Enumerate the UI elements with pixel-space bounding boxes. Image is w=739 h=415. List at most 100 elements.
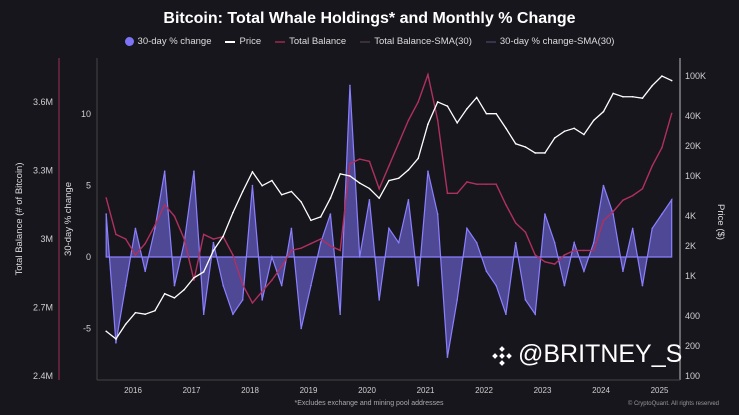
price-point: [319, 216, 322, 218]
watermark-text: @BRITNEY_S: [518, 340, 683, 368]
pct-change-point: [534, 313, 536, 316]
price-point: [193, 276, 195, 279]
total-balance-point: [232, 254, 234, 256]
total-balance-point: [397, 142, 400, 144]
total-balance-point: [446, 192, 449, 195]
price-point: [417, 157, 419, 160]
total-balance-point: [378, 187, 380, 190]
pct-change-point: [563, 284, 566, 287]
total-balance-point: [261, 290, 263, 293]
pct-change-point: [417, 284, 419, 287]
price-point: [388, 179, 390, 182]
price-tick-label: 2K: [685, 241, 696, 251]
pct-axis-label: 30-day % change: [63, 182, 74, 256]
balance-axis-label: Total Balance (# of Bitcoin): [14, 162, 25, 275]
total-balance-point: [602, 219, 605, 222]
price-point: [339, 173, 341, 175]
legend-item-price[interactable]: Price: [225, 36, 261, 47]
total-balance-point: [134, 254, 137, 256]
copyright: © CryptoQuant. All rights reserved: [627, 401, 719, 407]
total-balance-point: [329, 245, 332, 247]
total-balance-point: [427, 73, 429, 76]
pct-change-point: [339, 313, 341, 316]
price-point: [592, 119, 595, 122]
total-balance-point: [115, 233, 117, 236]
pct-change-point: [407, 199, 410, 201]
legend-label: Total Balance: [289, 36, 347, 47]
total-balance-point: [544, 261, 546, 263]
total-balance-point: [612, 210, 614, 213]
price-point: [154, 309, 156, 312]
pct-change-point: [251, 184, 254, 187]
total-balance-point: [407, 119, 410, 122]
pct-change-point: [436, 213, 439, 215]
total-balance-point: [534, 254, 536, 256]
price-tick-label: 20K: [685, 141, 701, 151]
price-point: [349, 175, 351, 177]
price-point: [378, 197, 380, 199]
price-point: [212, 249, 215, 252]
price-point: [173, 297, 176, 299]
price-point: [251, 171, 254, 173]
pct-change-point: [163, 170, 166, 172]
price-tick-label: 400: [685, 311, 700, 321]
price-point: [310, 219, 312, 222]
price-point: [427, 123, 429, 125]
total-balance-point: [573, 249, 575, 252]
legend-swatch-balance-sma: [360, 40, 371, 43]
total-balance-point: [456, 192, 458, 195]
x-tick-label: 2022: [475, 386, 493, 395]
legend-swatch-price: [225, 40, 236, 43]
price-point: [358, 182, 361, 184]
price-point: [534, 152, 536, 154]
x-tick-label: 2020: [358, 386, 376, 395]
pct-change-point: [193, 170, 195, 172]
price-point: [514, 142, 517, 145]
price-point: [222, 235, 224, 238]
pct-change-point: [485, 270, 488, 273]
price-tick-label: 40K: [685, 111, 701, 121]
pct-change-point: [300, 327, 302, 330]
total-balance-point: [241, 283, 244, 286]
pct-change-point: [261, 299, 263, 301]
pct-tick-label: -5: [83, 324, 91, 334]
total-balance-point: [310, 242, 312, 245]
price-point: [397, 177, 400, 180]
balance-tick-label: 3.3M: [33, 166, 53, 176]
total-balance-point: [553, 263, 556, 265]
total-balance-point: [173, 215, 176, 217]
total-balance-point: [514, 222, 517, 224]
total-balance-point: [339, 249, 341, 252]
pct-change-point: [388, 227, 390, 230]
pct-change-point: [661, 213, 663, 215]
price-point: [163, 292, 166, 295]
pct-change-point: [631, 227, 634, 230]
total-balance-point: [563, 254, 566, 256]
pct-change-point: [144, 270, 146, 273]
price-point: [602, 110, 605, 113]
price-point: [466, 107, 468, 110]
price-tick-label: 200: [685, 341, 700, 351]
pct-change-point: [495, 284, 497, 287]
price-point: [290, 190, 293, 193]
total-balance-point: [631, 194, 634, 197]
price-tick-label: 100K: [685, 71, 706, 81]
price-tick-label: 10K: [685, 171, 701, 181]
pct-change-point: [670, 199, 673, 201]
price-point: [661, 75, 663, 77]
pct-change-point: [622, 270, 624, 273]
balance-tick-label: 2.7M: [33, 303, 53, 313]
price-tick-label: 1K: [685, 271, 696, 281]
x-tick-label: 2017: [183, 386, 201, 395]
legend-item-total-balance[interactable]: Total Balance: [275, 36, 346, 47]
legend-item-pct-change[interactable]: 30-day % change: [124, 36, 211, 47]
pct-change-point: [358, 256, 361, 258]
pct-change-point: [202, 313, 205, 316]
pct-change-point: [514, 241, 517, 244]
balance-tick-label: 2.4M: [33, 371, 53, 381]
total-balance-point: [290, 249, 293, 252]
legend-item-pct-sma[interactable]: 30-day % change-SMA(30): [485, 36, 614, 47]
total-balance-point: [202, 233, 205, 236]
legend-item-balance-sma[interactable]: Total Balance-SMA(30): [360, 36, 472, 47]
chart-title: Bitcoin: Total Whale Holdings* and Month…: [163, 10, 576, 27]
